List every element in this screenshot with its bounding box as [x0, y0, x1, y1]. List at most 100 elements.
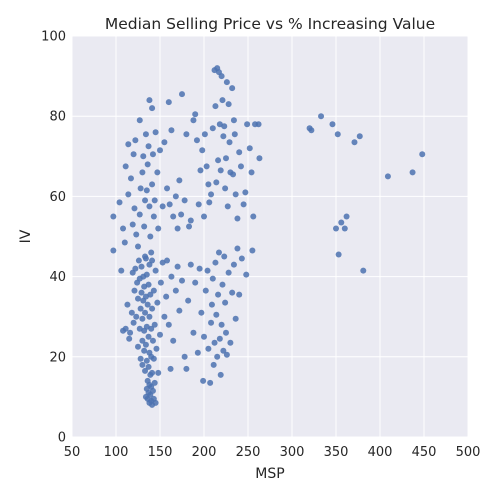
- data-point: [221, 123, 228, 130]
- data-point: [225, 269, 232, 276]
- data-point: [136, 117, 143, 124]
- data-point: [164, 257, 171, 264]
- data-point: [150, 287, 157, 294]
- data-point: [230, 261, 237, 268]
- data-point: [149, 305, 156, 312]
- data-point: [120, 225, 127, 232]
- data-point: [133, 231, 140, 238]
- data-point: [129, 221, 136, 228]
- data-point: [217, 167, 224, 174]
- data-point: [146, 97, 153, 104]
- data-point: [170, 337, 177, 344]
- data-point: [230, 171, 237, 178]
- data-point: [143, 187, 150, 194]
- data-point: [151, 379, 158, 386]
- data-point: [166, 201, 173, 208]
- scatter-points: [110, 65, 426, 408]
- data-point: [356, 133, 363, 140]
- data-point: [135, 257, 142, 264]
- data-point: [208, 191, 215, 198]
- data-point: [183, 365, 190, 372]
- data-point: [141, 223, 148, 230]
- data-point: [147, 291, 154, 298]
- data-point: [124, 301, 131, 308]
- data-point: [151, 197, 158, 204]
- data-point: [212, 103, 219, 110]
- data-point: [143, 357, 150, 364]
- data-point: [218, 321, 225, 328]
- data-point: [200, 377, 207, 384]
- data-point: [208, 301, 215, 308]
- x-tick-label: 500: [456, 445, 481, 460]
- data-point: [255, 121, 262, 128]
- data-point: [220, 347, 227, 354]
- data-point: [149, 181, 156, 188]
- data-point: [229, 289, 236, 296]
- data-point: [183, 131, 190, 138]
- data-point: [215, 157, 222, 164]
- data-point: [161, 313, 168, 320]
- data-point: [168, 273, 175, 280]
- data-point: [249, 247, 256, 254]
- data-point: [135, 343, 141, 350]
- data-point: [221, 253, 228, 260]
- y-axis-label: IV: [18, 229, 34, 243]
- data-point: [185, 297, 192, 304]
- data-point: [149, 337, 156, 344]
- data-point: [139, 169, 146, 176]
- data-point: [229, 85, 236, 92]
- data-point: [204, 267, 211, 274]
- data-point: [341, 225, 348, 232]
- data-point: [338, 219, 345, 226]
- data-point: [178, 211, 185, 218]
- data-point: [211, 339, 218, 346]
- data-point: [164, 185, 171, 192]
- data-point: [334, 131, 341, 138]
- data-point: [256, 155, 263, 162]
- data-point: [193, 137, 200, 144]
- data-point: [217, 371, 224, 378]
- data-point: [207, 379, 214, 386]
- x-tick-label: 300: [280, 445, 305, 460]
- data-point: [142, 197, 149, 204]
- data-point: [236, 291, 243, 298]
- data-point: [144, 301, 151, 308]
- data-point: [133, 313, 140, 320]
- data-point: [172, 287, 179, 294]
- data-point: [127, 175, 134, 182]
- y-tick-label: 60: [49, 190, 66, 205]
- data-point: [139, 337, 146, 344]
- x-tick-label: 50: [64, 445, 81, 460]
- data-point: [140, 153, 147, 160]
- data-point: [136, 211, 143, 218]
- data-point: [209, 275, 216, 282]
- data-point: [142, 367, 149, 374]
- data-point: [419, 151, 426, 158]
- data-point: [143, 271, 150, 278]
- data-point: [125, 191, 132, 198]
- data-point: [165, 99, 172, 106]
- data-point: [122, 163, 129, 170]
- data-point: [154, 169, 161, 176]
- data-point: [227, 339, 234, 346]
- data-point: [218, 73, 225, 80]
- data-point: [139, 361, 146, 368]
- data-point: [248, 169, 255, 176]
- data-point: [152, 399, 159, 406]
- data-point: [219, 97, 226, 104]
- data-point: [246, 145, 253, 152]
- data-point: [167, 365, 174, 372]
- data-point: [206, 199, 213, 206]
- data-point: [146, 203, 153, 210]
- data-point: [226, 139, 233, 146]
- data-point: [121, 239, 128, 246]
- data-point: [236, 149, 243, 156]
- data-point: [142, 341, 149, 348]
- data-point: [179, 277, 185, 284]
- data-point: [181, 353, 188, 360]
- data-point: [147, 233, 154, 240]
- data-point: [139, 315, 146, 322]
- data-point: [192, 279, 199, 286]
- x-tick-label: 350: [324, 445, 349, 460]
